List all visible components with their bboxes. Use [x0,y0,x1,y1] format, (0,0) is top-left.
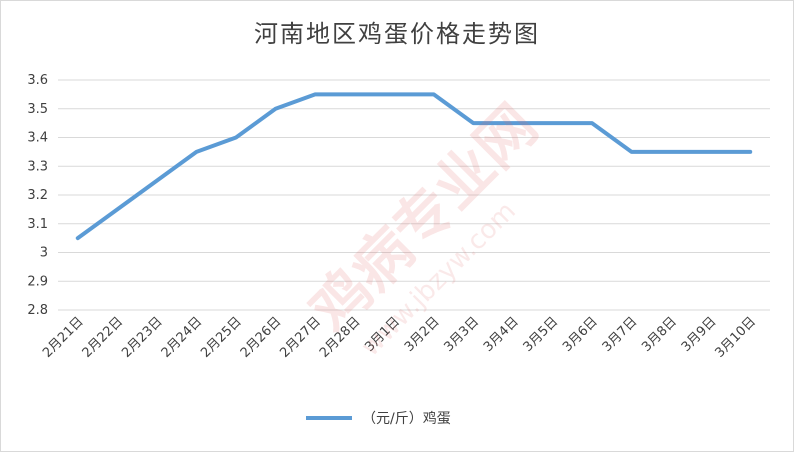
x-tick-label: 3月4日 [481,314,522,355]
x-tick-label: 2月23日 [119,314,166,361]
y-tick-label: 3 [40,246,48,261]
y-axis-ticks: 2.8 2.9 3 3.1 3.2 3.3 3.4 3.5 3.6 [27,73,48,318]
y-tick-label: 3.6 [27,73,48,88]
legend: （元/斤）鸡蛋 [306,410,451,427]
x-tick-label: 2月22日 [80,314,127,361]
y-tick-label: 3.3 [27,159,48,174]
series-line [75,92,753,241]
x-tick-label: 3月5日 [521,314,562,355]
y-tick-label: 2.9 [27,274,48,289]
y-tick-label: 3.5 [27,102,48,117]
x-tick-label: 2月26日 [238,314,285,361]
x-tick-label: 3月7日 [600,314,641,355]
y-tick-label: 3.2 [27,188,48,203]
x-tick-label: 2月24日 [159,314,206,361]
legend-label: （元/斤）鸡蛋 [362,410,451,427]
x-tick-label: 2月25日 [198,314,245,361]
x-tick-label: 3月3日 [441,314,482,355]
chart-title: 河南地区鸡蛋价格走势图 [254,20,540,48]
y-tick-label: 3.1 [27,217,48,232]
x-tick-label: 3月8日 [639,314,680,355]
x-tick-label: 3月10日 [713,314,760,361]
y-tick-label: 3.4 [27,131,48,146]
x-tick-label: 2月27日 [277,314,324,361]
x-tick-label: 3月6日 [560,314,601,355]
y-tick-label: 2.8 [27,303,48,318]
series-layer [75,92,753,241]
x-tick-label: 2月21日 [40,314,87,361]
